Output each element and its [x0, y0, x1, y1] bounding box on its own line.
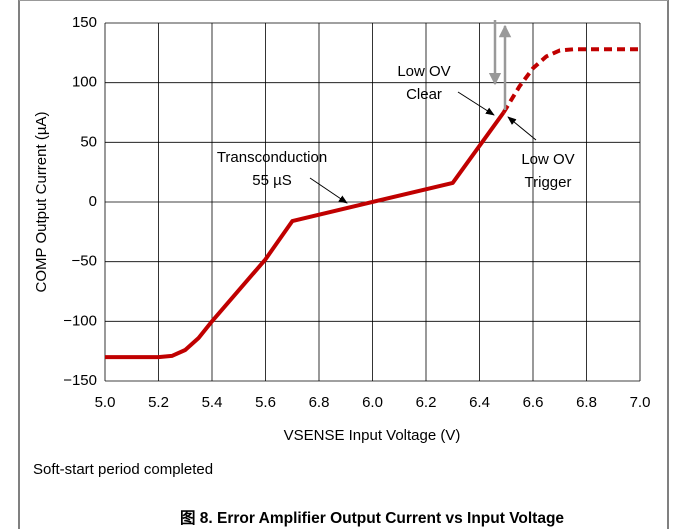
x-tick-label: 6.6 — [523, 394, 544, 411]
x-tick-label: 6.8 — [309, 394, 330, 411]
x-tick-label: 5.4 — [202, 394, 223, 411]
annotation: Transconduction — [217, 149, 327, 166]
x-tick-label: 6.2 — [416, 394, 437, 411]
y-axis-label: COMP Output Current (µA) — [33, 112, 50, 293]
x-tick-label: 5.0 — [95, 394, 116, 411]
x-tick-label: 5.6 — [255, 394, 276, 411]
annotation: Trigger — [525, 174, 572, 191]
annotation-arrow — [507, 116, 537, 141]
annotation: Clear — [406, 86, 442, 103]
y-tick-label: 0 — [89, 193, 97, 210]
annotation: 55 µS — [252, 172, 292, 189]
y-tick-label: −100 — [63, 312, 97, 329]
x-tick-label: 7.0 — [630, 394, 651, 411]
caption: 图 8. Error Amplifier Output Current vs I… — [180, 509, 564, 527]
y-tick-label: −150 — [63, 372, 97, 389]
y-tick-label: −50 — [72, 253, 97, 270]
curve — [501, 47, 640, 114]
y-tick-label: 100 — [72, 74, 97, 91]
annotation: Low OV — [521, 151, 574, 168]
x-tick-label: 5.2 — [148, 394, 169, 411]
plot: 5.0 5.2 5.4 5.6 6.8 6.0 6.2 6.4 6.6 6.8 7.0 −150 −10… — [63, 14, 650, 411]
annotation-arrow — [309, 177, 348, 204]
x-tick-label: 6.8 — [576, 394, 597, 411]
x-axis-label: VSENSE Input Voltage (V) — [284, 427, 461, 444]
annotation-arrow — [457, 91, 495, 116]
note: Soft-start period completed — [33, 461, 213, 478]
y-tick-label: 150 — [72, 14, 97, 31]
annotation: Low OV — [397, 63, 450, 80]
y-tick-label: 50 — [80, 133, 97, 150]
x-tick-label: 6.4 — [469, 394, 490, 411]
curve — [105, 111, 506, 360]
x-tick-label: 6.0 — [362, 394, 383, 411]
